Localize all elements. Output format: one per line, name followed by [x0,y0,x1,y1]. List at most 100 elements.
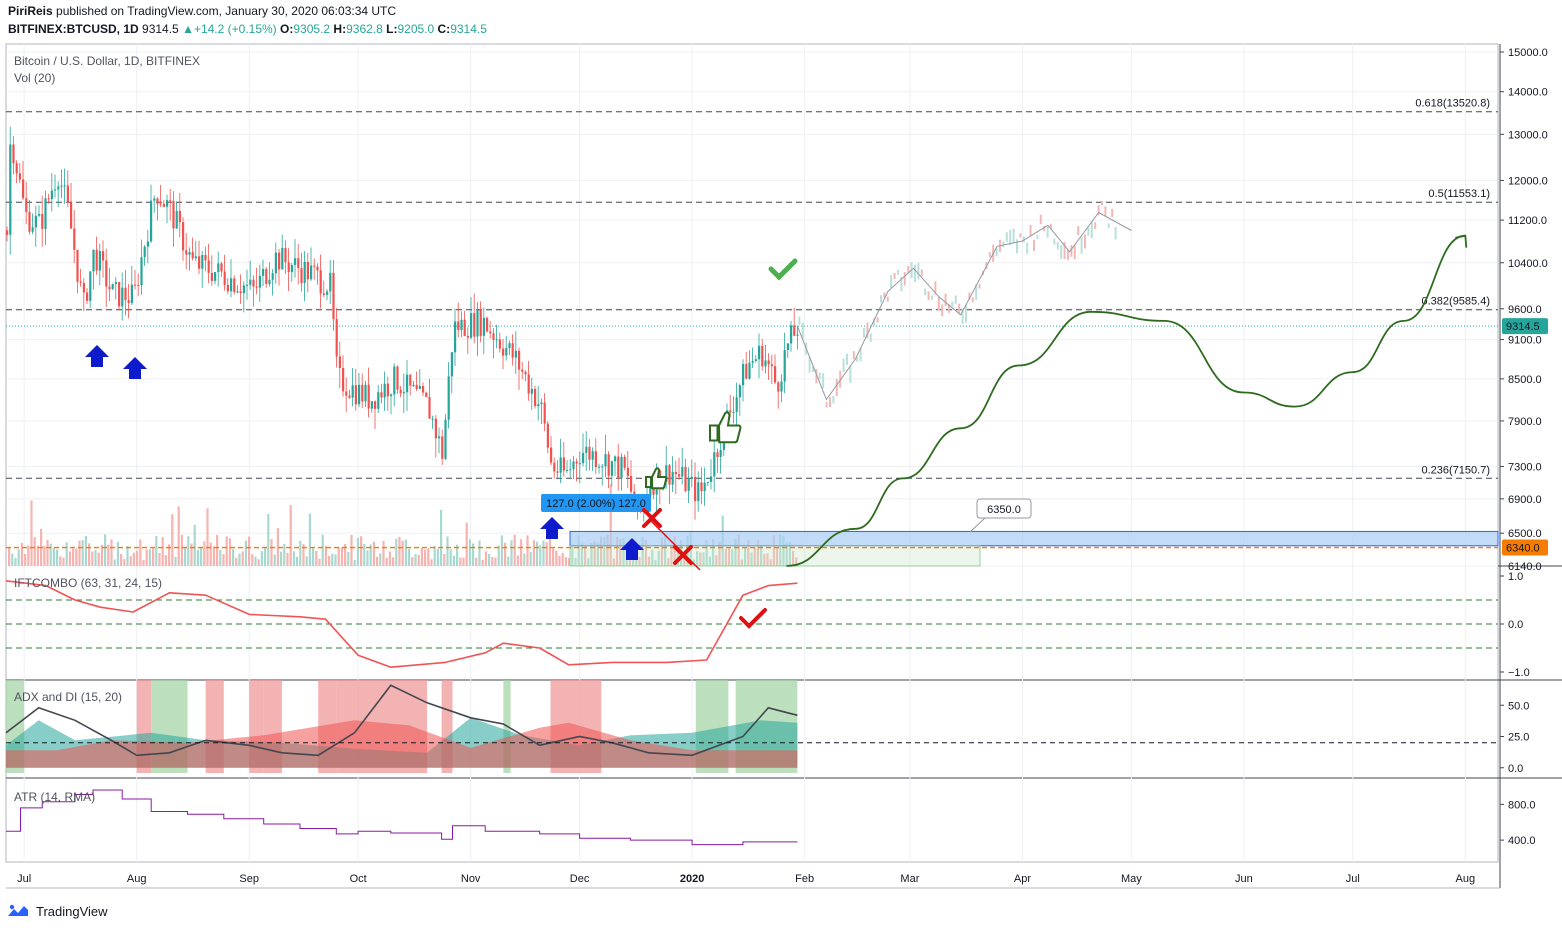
symbol-label[interactable]: BITFINEX:BTCUSD, 1D [8,22,139,36]
volume-bar [136,550,139,566]
candle-body [630,476,633,492]
price-pane[interactable]: 0.618(13520.8) 0.5(11553.1) 0.382(9585.4) 0… [6,98,1499,567]
volume-bar [456,544,459,566]
volume-bar [644,540,647,566]
volume-bar [84,535,87,566]
volume-bar [395,538,398,566]
volume-bar [110,539,113,566]
candle-body [594,451,597,468]
x-tick-label: Feb [795,873,814,885]
y-tick-label: 6500.0 [1508,528,1542,540]
volume-bar [603,537,606,566]
x-tick-label: Sep [239,873,259,885]
volume-bar [222,553,225,566]
candle-body [57,186,60,190]
volume-bar [299,540,302,566]
candle-body [447,376,450,420]
volume-bar [324,545,327,566]
volume-bar [497,545,500,566]
candle-body [575,461,578,464]
candle-body [732,411,735,413]
volume-bar [523,553,526,566]
candle-body [290,265,293,273]
volume-bar [331,553,334,566]
volume-bar [264,547,267,566]
volume-bar [580,543,583,566]
volume-bar [225,536,228,566]
buy-arrow-icon [620,538,644,560]
volume-bar [152,548,155,566]
candle-body [518,350,521,370]
fib-level-label: 0.618(13520.8) [1415,98,1490,110]
candle-body [98,251,101,271]
candle-body [348,395,351,398]
candle-body [278,252,281,270]
adx-tick-label: 25.0 [1508,732,1529,744]
candle-body [767,360,770,365]
candle-body [329,272,332,292]
measure-box [541,494,651,512]
volume-bar [417,554,420,566]
y-tick-label: 7300.0 [1508,461,1542,473]
candle-body [588,446,591,460]
candle-body [463,319,466,336]
candle-body [239,291,242,294]
volume-bar [270,539,273,566]
candle-body [281,247,284,270]
candle-body [713,452,716,477]
annotations: 127.0 (2.00%) 127.0 6350.0 [85,258,1032,629]
volume-bar [286,552,289,566]
volume-bar [654,559,657,566]
volume-bar [283,543,286,566]
volume-bar [440,509,443,566]
publisher-name[interactable]: PiriReis [8,4,53,18]
adx-tick-label: 0.0 [1508,763,1523,775]
candle-body [428,396,431,419]
adx-pane[interactable] [5,680,1498,773]
volume-bar [558,555,561,566]
candle-body [498,339,501,349]
volume-bar [596,542,599,566]
volume-bar [699,552,702,566]
candle-body [690,476,693,480]
candle-body [751,360,754,363]
volume-bar [545,542,548,566]
volume-bar [587,558,590,566]
candle-body [130,284,133,304]
atr-line [6,789,798,846]
candle-body [271,273,274,280]
volume-bar [756,540,759,566]
volume-bar [731,549,734,566]
candle-body [431,418,434,420]
candle-body [444,419,447,459]
volume-bar [184,547,187,566]
callout-label: 6350.0 [987,504,1021,516]
volume-bar [664,534,667,566]
volume-bar [376,556,379,566]
candle-body [703,482,706,491]
y-tick-label: 6140.0 [1508,561,1542,573]
candle-body [710,476,713,482]
volume-bar [638,556,641,566]
volume-bar [62,557,65,566]
ift-tick-label: −1.0 [1508,667,1530,679]
atr-pane[interactable] [6,789,798,846]
volume-bar [126,546,129,566]
volume-bar [56,549,59,566]
volume-bar [267,514,270,566]
candle-body [34,215,37,228]
candle-body [310,265,313,280]
volume-bar [792,550,795,566]
volume-bar [155,535,158,566]
brand-name[interactable]: TradingView [36,903,108,919]
volume-bar [315,551,318,566]
publish-line: PiriReis published on TradingView.com, J… [8,4,396,18]
volume-bar [414,554,417,566]
y-tick-label: 9100.0 [1508,335,1542,347]
adx-trend-band [441,680,453,773]
candle-body [76,249,79,282]
volume-bar [228,538,231,566]
volume-bar [356,537,359,566]
plot-frame [5,43,1499,863]
